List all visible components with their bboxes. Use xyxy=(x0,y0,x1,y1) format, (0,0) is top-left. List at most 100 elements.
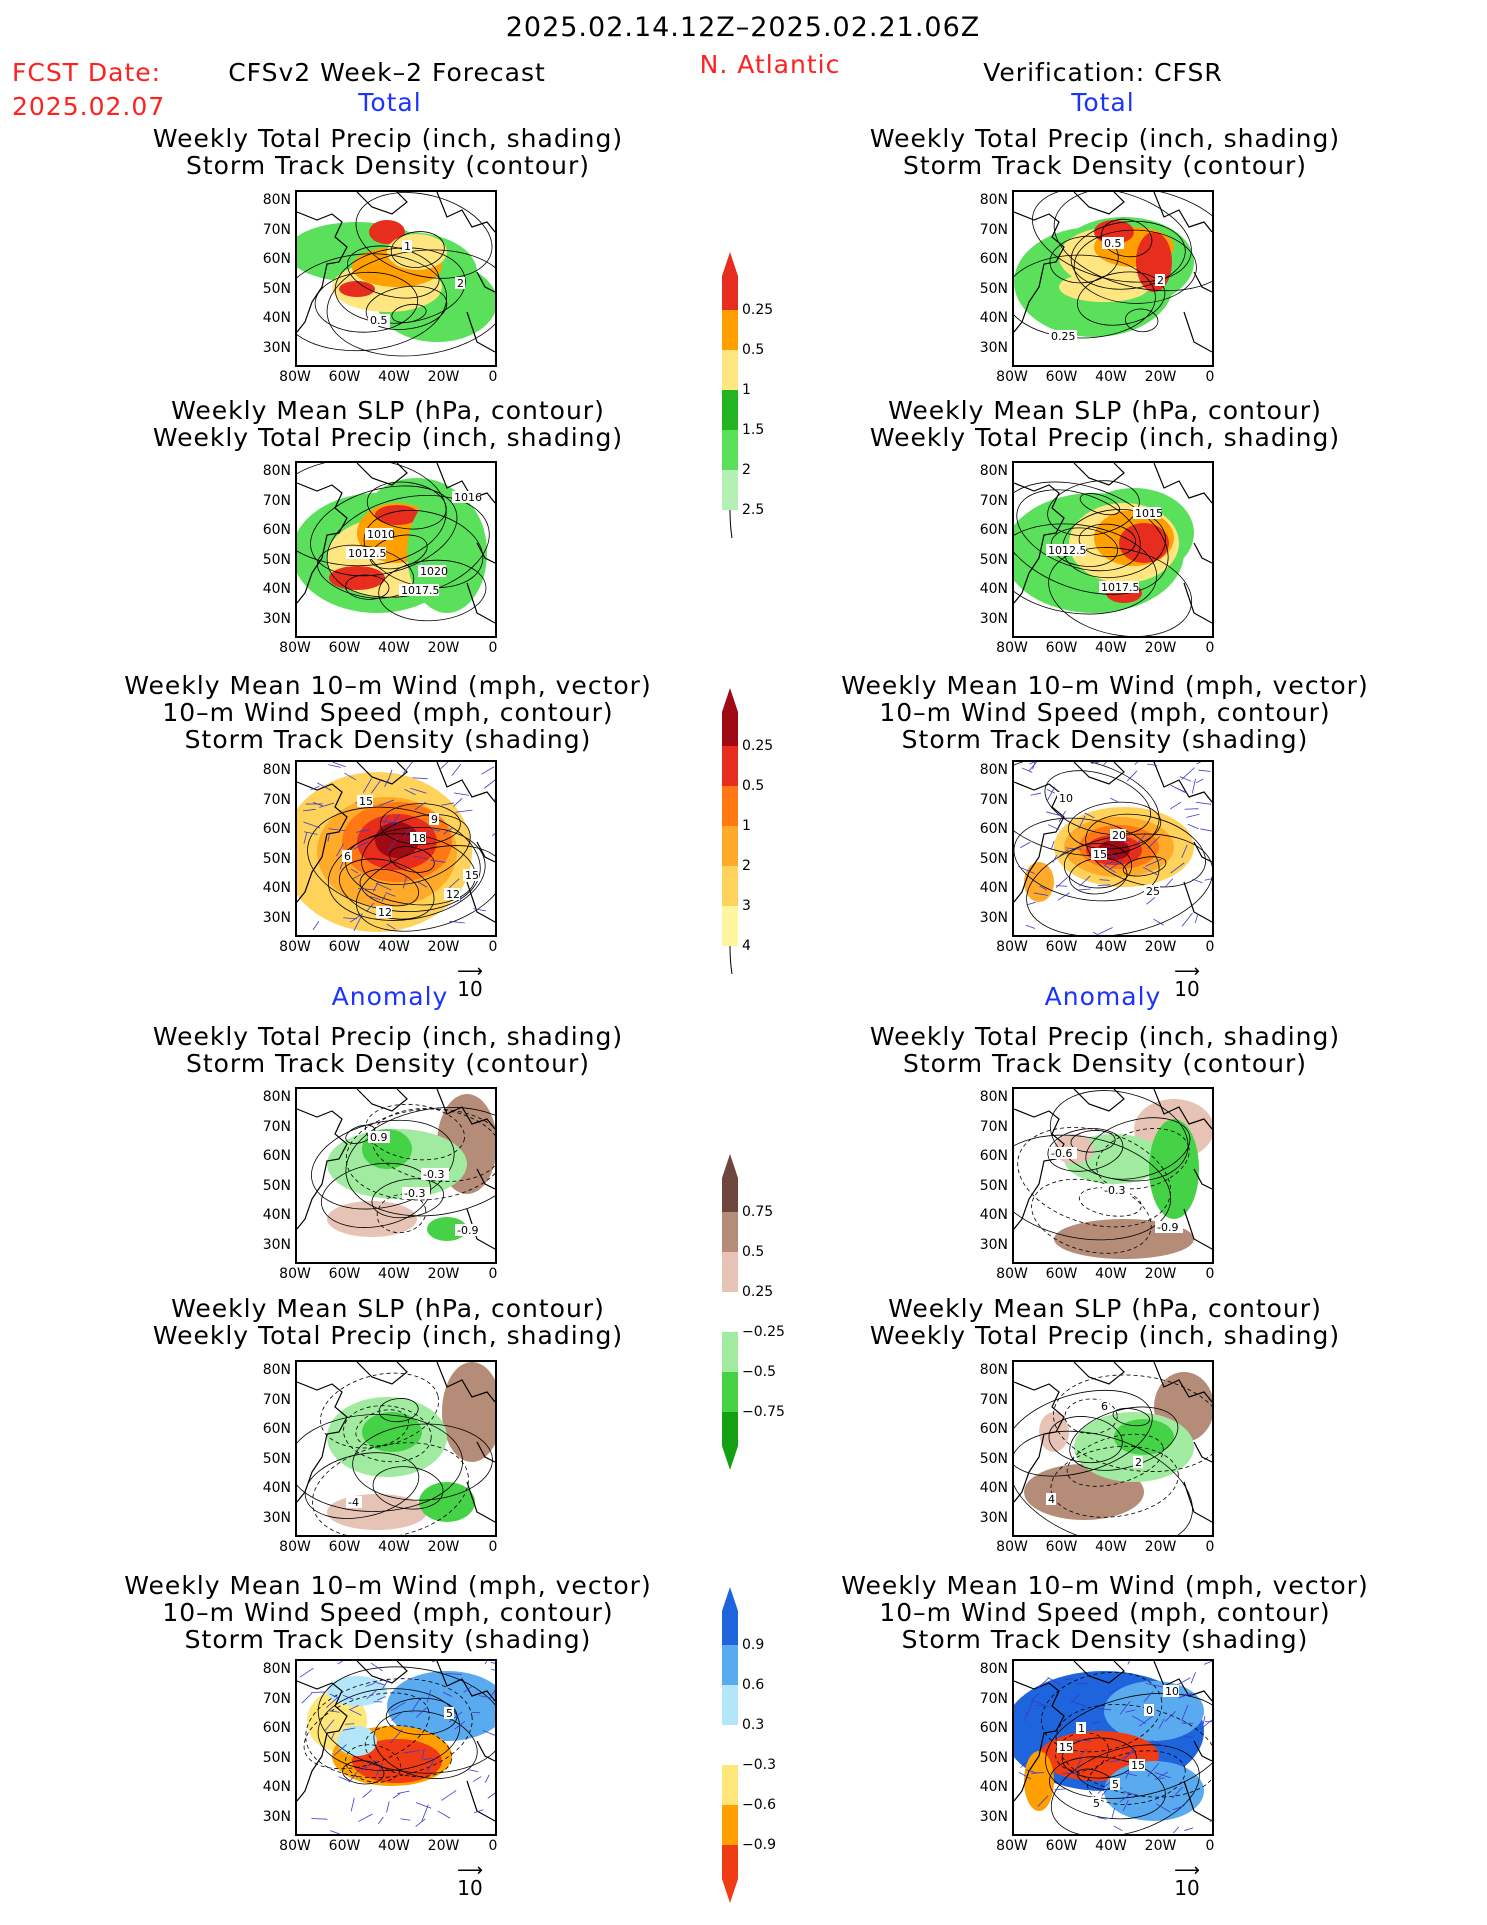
wind-vector xyxy=(1073,1739,1092,1742)
wind-vector xyxy=(1080,1748,1088,1755)
wind-vector xyxy=(343,917,357,920)
verif-anom-wind-plot: 5 0 15 5 10 1 15 xyxy=(1014,1661,1212,1834)
wind-vector xyxy=(328,828,346,832)
colorbar-swatch xyxy=(722,1725,738,1765)
wind-vector xyxy=(410,787,427,794)
contour-label: 1016 xyxy=(454,491,482,504)
left-anomaly-label: Anomaly xyxy=(331,982,449,1011)
verif-anom-precip-title-line: Storm Track Density (contour) xyxy=(902,1049,1308,1078)
contour-label-bg xyxy=(346,1496,362,1508)
verif-anom-precip-title: Weekly Total Precip (inch, shading) Storm… xyxy=(870,1023,1340,1077)
colorbar-swatch xyxy=(722,1587,738,1645)
wind-vector xyxy=(310,785,320,791)
contour-line xyxy=(1014,1430,1193,1535)
coastline xyxy=(297,192,495,353)
fcst-total-wind-lon-tick: 20W xyxy=(427,939,460,955)
wind-vector xyxy=(391,813,400,825)
contour-label: 2 xyxy=(1157,274,1164,287)
fcst-total-precip-lon-tick: 60W xyxy=(328,369,361,385)
verif-anom-precip-lon-tick: 40W xyxy=(1095,1266,1127,1282)
fcst-total-precip-plot: 120.5 xyxy=(297,192,495,357)
fcst-total-wind-lat-tick: 50N xyxy=(262,850,291,867)
total_storm_track-colorbar-label: 3 xyxy=(742,898,751,914)
verif-total-precip-lat-tick: 60N xyxy=(979,251,1008,267)
verif-total-wind-lon-tick: 60W xyxy=(1045,939,1078,955)
contour-label: 1010 xyxy=(367,528,395,541)
contour-line xyxy=(373,1710,478,1779)
contour-line xyxy=(1100,218,1153,258)
wind-vector xyxy=(1026,1699,1034,1716)
wind-vector xyxy=(437,1810,451,1819)
contour-label: 0 xyxy=(1146,1704,1153,1717)
fcst-total-slp-lat-tick: 40N xyxy=(262,581,291,597)
coastline xyxy=(297,1089,495,1250)
colorbar-swatch xyxy=(722,1685,738,1725)
contour-line xyxy=(312,1442,469,1535)
total_storm_track-colorbar-label: 0.5 xyxy=(742,778,765,794)
wind-vector xyxy=(1203,1661,1212,1665)
wind-vector xyxy=(377,1816,384,1825)
contour-label-bg xyxy=(1144,885,1160,897)
fcst-label: FCST Date: xyxy=(12,58,162,87)
contour-label-bg xyxy=(1076,1722,1086,1734)
verif-anom-wind-map: 5 0 15 5 10 1 15 xyxy=(1012,1659,1214,1836)
contour-label: 0.25 xyxy=(1051,330,1076,343)
verif-anom-slp-lon-tick: 40W xyxy=(1095,1539,1127,1555)
wind-vector xyxy=(1201,1719,1212,1729)
colorbar-tail xyxy=(729,945,733,975)
colorbar-swatch xyxy=(722,1252,738,1292)
contour-label-bg xyxy=(1091,1797,1101,1809)
contour-label-bg xyxy=(402,1187,430,1199)
wind-vector xyxy=(1172,1826,1180,1834)
contour-label: 1015 xyxy=(1135,507,1163,520)
wind-vector xyxy=(1021,767,1033,773)
wind-vector xyxy=(1033,892,1048,896)
wind-vector xyxy=(402,827,411,839)
contour-line xyxy=(1049,1090,1189,1182)
fcst-anom-wind-plot: 5 xyxy=(297,1661,495,1834)
verif-total-wind-lat-tick: 40N xyxy=(979,880,1008,896)
wind-vector xyxy=(1187,823,1199,830)
wind-vector xyxy=(1122,1750,1137,1759)
contour-label: 15 xyxy=(1093,848,1107,861)
verif-total-wind-title-line: Storm Track Density (shading) xyxy=(901,725,1309,754)
total_storm_track-colorbar-label: 1 xyxy=(742,818,751,834)
contour-label-bg xyxy=(1102,237,1124,249)
contour-label: 25 xyxy=(1146,885,1160,898)
wind-vector xyxy=(353,841,369,850)
contour-line xyxy=(378,1398,419,1423)
contour-label-bg xyxy=(402,240,412,252)
wind-vector xyxy=(1151,1740,1167,1748)
fcst-total-wind-lon-tick: 0 xyxy=(488,939,498,955)
verif-anom-slp-lat-tick: 50N xyxy=(979,1450,1008,1467)
coastline xyxy=(297,762,495,923)
wind-vector xyxy=(392,1792,401,1799)
wind-vector xyxy=(454,1720,466,1730)
contour-label: 5 xyxy=(446,1707,453,1720)
coastline xyxy=(297,1362,495,1523)
fcst-anom-wind-lat-tick: 70N xyxy=(262,1690,291,1707)
contour-line xyxy=(371,1178,444,1219)
verif-anom-wind-title: Weekly Mean 10–m Wind (mph, vector) 10–m … xyxy=(841,1572,1368,1653)
shading-region xyxy=(352,1739,442,1783)
wind-vector xyxy=(440,762,449,769)
wind-vector xyxy=(400,1818,411,1821)
fcst-anom-precip-lat-tick: 50N xyxy=(262,1177,291,1194)
wind-vector xyxy=(1147,836,1161,849)
wind-vector xyxy=(410,1698,421,1713)
verif-anom-precip-lon-tick: 0 xyxy=(1205,1266,1215,1282)
fcst-total-precip-lon-tick: 20W xyxy=(427,369,460,385)
wind-vector xyxy=(1181,844,1188,858)
wind-vector xyxy=(443,827,453,835)
contour-label: 15 xyxy=(359,795,373,808)
shading-region xyxy=(1149,1119,1199,1219)
wind-vector xyxy=(1123,1790,1138,1796)
contour-label-bg xyxy=(399,584,439,596)
contour-label-bg xyxy=(1110,829,1126,841)
wind-vector xyxy=(1198,769,1211,772)
contour-label-bg xyxy=(463,869,479,881)
colorbar-swatch xyxy=(722,866,738,906)
verif-anom-precip-map: -0.6 -0.3 -0.9 xyxy=(1012,1087,1214,1264)
colorbar-swatch xyxy=(722,390,738,430)
contour-line xyxy=(297,253,448,352)
